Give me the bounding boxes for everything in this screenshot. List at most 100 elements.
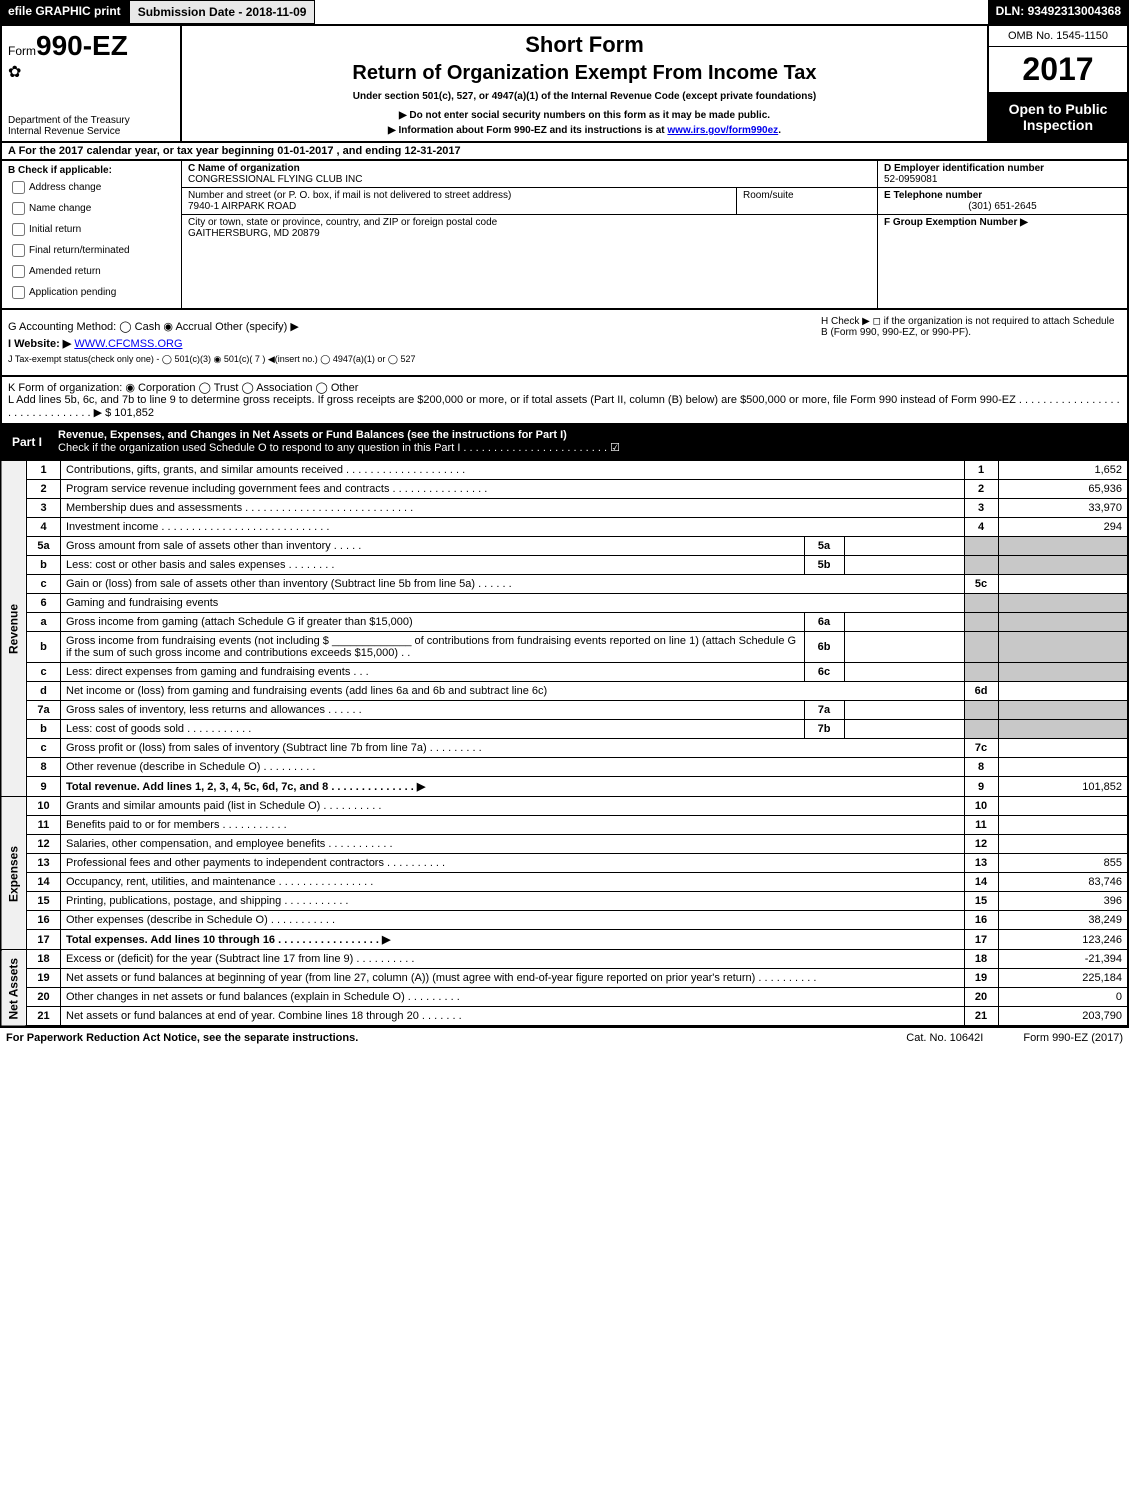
line-box-number: 21 [964, 1007, 998, 1027]
part-1-title-text: Revenue, Expenses, and Changes in Net As… [58, 429, 567, 441]
line-number: 10 [27, 797, 61, 816]
line-a-end: 12-31-2017 [404, 145, 460, 157]
org-name-box: C Name of organization CONGRESSIONAL FLY… [182, 161, 877, 188]
mini-line-number: 6a [804, 613, 844, 632]
chk-application-pending[interactable]: Application pending [8, 283, 175, 302]
line-l-gross-receipts: L Add lines 5b, 6c, and 7b to line 9 to … [8, 394, 1121, 419]
line-description: Less: direct expenses from gaming and fu… [61, 663, 805, 682]
table-row: 5aGross amount from sale of assets other… [1, 537, 1128, 556]
line-l-value: 101,852 [114, 407, 154, 419]
city-value: GAITHERSBURG, MD 20879 [188, 228, 320, 239]
checkbox-amended-return[interactable] [12, 265, 25, 278]
table-row: 12Salaries, other compensation, and empl… [1, 835, 1128, 854]
table-row: 11Benefits paid to or for members . . . … [1, 816, 1128, 835]
line-amount [998, 739, 1128, 758]
checkbox-address-change[interactable] [12, 181, 25, 194]
chk-label-1: Name change [29, 203, 91, 214]
line-amount-shaded [998, 632, 1128, 663]
form-prefix: Form [8, 44, 36, 58]
table-row: 17Total expenses. Add lines 10 through 1… [1, 930, 1128, 950]
dln-box: DLN: 93492313004368 [988, 0, 1129, 24]
mini-line-value [844, 537, 964, 556]
line-i-website: I Website: ▶ WWW.CFCMSS.ORG [8, 337, 1121, 350]
section-label-net-assets: Net Assets [1, 950, 27, 1027]
mini-line-number: 6b [804, 632, 844, 663]
line-amount: 83,746 [998, 873, 1128, 892]
line-amount-shaded [998, 556, 1128, 575]
org-name-label: C Name of organization [188, 163, 300, 174]
footer-cat-no: Cat. No. 10642I [906, 1032, 983, 1044]
chk-amended-return[interactable]: Amended return [8, 262, 175, 281]
city-label: City or town, state or province, country… [188, 217, 497, 228]
part-1-label: Part I [2, 431, 52, 453]
header-left: Form990-EZ ✿ Department of the Treasury … [2, 26, 182, 141]
irs-link[interactable]: www.irs.gov/form990ez [667, 125, 778, 136]
line-amount [998, 758, 1128, 777]
line-description: Gaming and fundraising events [61, 594, 965, 613]
line-number: a [27, 613, 61, 632]
line-a-mid: , and ending [337, 145, 405, 157]
ein-box: D Employer identification number 52-0959… [878, 161, 1127, 188]
line-a-tax-year: A For the 2017 calendar year, or tax yea… [0, 143, 1129, 161]
chk-final-return[interactable]: Final return/terminated [8, 241, 175, 260]
checkbox-name-change[interactable] [12, 202, 25, 215]
table-row: 19Net assets or fund balances at beginni… [1, 969, 1128, 988]
table-row: 20Other changes in net assets or fund ba… [1, 988, 1128, 1007]
line-description: Program service revenue including govern… [61, 480, 965, 499]
chk-initial-return[interactable]: Initial return [8, 220, 175, 239]
line-a-prefix: A For the 2017 calendar year, or tax yea… [8, 145, 277, 157]
line-amount [998, 575, 1128, 594]
checkbox-final-return[interactable] [12, 244, 25, 257]
line-description: Membership dues and assessments . . . . … [61, 499, 965, 518]
header-mid: Short Form Return of Organization Exempt… [182, 26, 987, 141]
line-a-begin: 01-01-2017 [277, 145, 333, 157]
room-suite-box: Room/suite [737, 188, 877, 214]
line-number: c [27, 663, 61, 682]
line-description: Gain or (loss) from sale of assets other… [61, 575, 965, 594]
line-box-number: 7c [964, 739, 998, 758]
chk-name-change[interactable]: Name change [8, 199, 175, 218]
org-name-value: CONGRESSIONAL FLYING CLUB INC [188, 174, 362, 185]
footer-paperwork: For Paperwork Reduction Act Notice, see … [6, 1032, 358, 1044]
efile-print-button[interactable]: efile GRAPHIC print [0, 0, 129, 24]
line-h: H Check ▶ ◻ if the organization is not r… [821, 316, 1121, 338]
line-number: 3 [27, 499, 61, 518]
table-row: 15Printing, publications, postage, and s… [1, 892, 1128, 911]
line-number: d [27, 682, 61, 701]
table-row: dNet income or (loss) from gaming and fu… [1, 682, 1128, 701]
line-box-number: 14 [964, 873, 998, 892]
checkbox-application-pending[interactable] [12, 286, 25, 299]
line-amount: 855 [998, 854, 1128, 873]
header-warning-1: ▶ Do not enter social security numbers o… [399, 110, 770, 121]
line-number: c [27, 739, 61, 758]
chk-label-3: Final return/terminated [29, 245, 130, 256]
checkbox-initial-return[interactable] [12, 223, 25, 236]
submission-date-label: Submission Date - [138, 5, 246, 19]
line-amount: 396 [998, 892, 1128, 911]
header-warning-2: ▶ Information about Form 990-EZ and its … [388, 125, 781, 136]
mini-line-value [844, 701, 964, 720]
street-value: 7940-1 AIRPARK ROAD [188, 201, 296, 212]
line-description: Total expenses. Add lines 10 through 16 … [61, 930, 965, 950]
lines-kl: K Form of organization: ◉ Corporation ◯ … [0, 377, 1129, 425]
mini-line-value [844, 720, 964, 739]
line-amount: 38,249 [998, 911, 1128, 930]
line-number: 11 [27, 816, 61, 835]
line-box-number: 5c [964, 575, 998, 594]
line-description: Less: cost or other basis and sales expe… [61, 556, 805, 575]
phone-value: (301) 651-2645 [884, 201, 1121, 212]
line-description: Other revenue (describe in Schedule O) .… [61, 758, 965, 777]
line-box-shaded [964, 701, 998, 720]
website-link[interactable]: WWW.CFCMSS.ORG [74, 338, 182, 350]
line-number: b [27, 632, 61, 663]
line-box-number: 11 [964, 816, 998, 835]
line-box-shaded [964, 720, 998, 739]
chk-address-change[interactable]: Address change [8, 178, 175, 197]
dln-label: DLN: [996, 4, 1028, 18]
chk-label-0: Address change [29, 182, 101, 193]
line-amount-shaded [998, 594, 1128, 613]
table-row: 9Total revenue. Add lines 1, 2, 3, 4, 5c… [1, 777, 1128, 797]
line-amount-shaded [998, 701, 1128, 720]
line-amount: -21,394 [998, 950, 1128, 969]
line-number: 5a [27, 537, 61, 556]
